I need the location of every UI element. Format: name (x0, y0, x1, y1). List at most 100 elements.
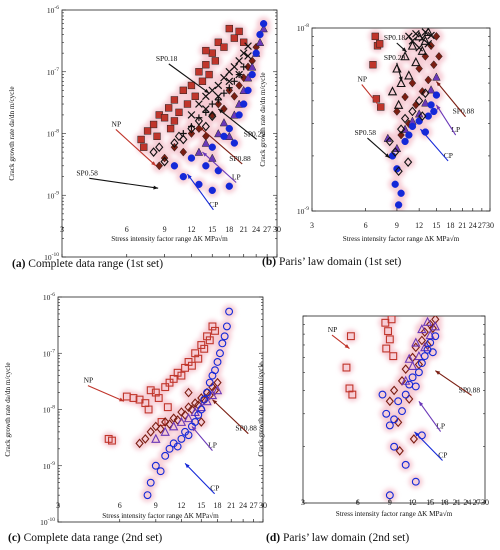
data-point (389, 352, 398, 361)
data-point (428, 348, 437, 357)
annotation-label: SP0.88 (235, 424, 257, 433)
data-point (240, 38, 248, 46)
annotation-label: LP (436, 422, 445, 431)
annotation-label: SP0.88 (459, 385, 481, 394)
series-SP0.58 (149, 111, 217, 167)
data-point (424, 75, 432, 85)
data-point (214, 38, 222, 46)
data-point (149, 120, 158, 129)
data-point (394, 397, 403, 406)
data-point (420, 327, 429, 337)
data-point (244, 86, 252, 94)
data-point (376, 40, 384, 48)
data-point (417, 323, 427, 334)
x-tick-label: 21 (240, 225, 248, 234)
data-point (212, 385, 223, 395)
data-point (195, 68, 203, 76)
data-point (417, 335, 427, 346)
data-point (225, 124, 233, 133)
annotation-label: CP (444, 151, 453, 160)
data-point (187, 129, 196, 138)
x-tick-label: 27 (478, 221, 486, 230)
data-point (161, 451, 170, 460)
data-point (183, 100, 192, 108)
arrow-head (187, 174, 192, 179)
data-point (169, 374, 178, 383)
data-point (161, 383, 170, 392)
data-point (202, 105, 210, 113)
data-point (205, 336, 214, 345)
data-point (220, 132, 228, 140)
data-point (207, 389, 218, 400)
x-tick-label: 21 (458, 221, 466, 230)
annotation-arrow (212, 399, 249, 435)
data-point (390, 442, 399, 451)
arrow-head (435, 370, 441, 375)
x-tick-label: 15 (208, 225, 216, 234)
data-point (427, 101, 435, 109)
x-tick-label: 30 (273, 225, 281, 234)
data-point (396, 77, 406, 88)
data-point (156, 424, 165, 434)
x-tick-label: 3 (301, 498, 305, 507)
arrow-head (384, 153, 390, 158)
x-axis-label: Stress intensity factor range ΔK MPa√m (111, 235, 228, 243)
panel-caption: (d) Paris’ law domain (2nd set) (266, 532, 409, 544)
data-point (432, 91, 441, 99)
data-point (408, 106, 417, 117)
data-point (404, 353, 414, 363)
data-point (401, 390, 410, 399)
data-point (342, 363, 351, 372)
data-point (146, 427, 155, 437)
data-points (104, 307, 234, 500)
data-points (342, 316, 441, 500)
annotation-label: LP (208, 441, 217, 450)
data-point (430, 107, 438, 116)
data-point (420, 35, 431, 45)
panel-caption: (a) Complete data range (1st set) (12, 258, 163, 270)
data-point (414, 350, 424, 361)
data-point (175, 108, 183, 117)
data-point (220, 332, 229, 341)
data-point (247, 62, 257, 71)
y-axis-label: Crack growth rate da/dn m/cycle (8, 86, 16, 180)
data-points (137, 20, 268, 195)
x-tick-label: 12 (409, 498, 417, 507)
data-point (156, 467, 165, 476)
data-point (146, 386, 155, 395)
arrow-head (212, 399, 218, 405)
arrow-head (198, 126, 204, 131)
data-point (230, 34, 239, 42)
data-point (202, 92, 210, 101)
panel-caption: (c) Complete data range (2nd set) (8, 532, 162, 544)
annotation-arrow (361, 84, 383, 110)
data-point (403, 157, 413, 167)
x-tick-label: 15 (432, 221, 440, 230)
data-point (230, 91, 239, 101)
data-point (129, 394, 138, 402)
panel-caption: (b) Paris’ law domain (1st set) (262, 256, 402, 268)
annotation-label: SP0.88 (453, 107, 475, 116)
data-point (384, 327, 393, 336)
y-tick-label: 10-7 (43, 348, 55, 358)
annotation-label: LP (232, 172, 241, 181)
data-point (391, 180, 399, 188)
x-tick-label: 15 (197, 501, 205, 510)
x-tick-label: 6 (118, 501, 122, 510)
data-point (195, 100, 203, 108)
data-point (214, 96, 222, 104)
annotation-arrow (184, 463, 216, 495)
data-point (200, 395, 209, 404)
data-point (387, 86, 398, 96)
annotation-label: NP (328, 325, 338, 334)
data-point (143, 491, 152, 500)
x-tick-label: 3 (310, 221, 314, 230)
chart-panel-c: 3 6 9 12 15 18 21 24 27 30 10-10 10-9 10-8 10-7 10-6 St… (4, 292, 267, 544)
data-point (208, 186, 216, 195)
data-point (173, 415, 182, 425)
x-tick-label: 6 (364, 221, 368, 230)
series-NP (104, 322, 219, 445)
data-point (382, 409, 391, 418)
